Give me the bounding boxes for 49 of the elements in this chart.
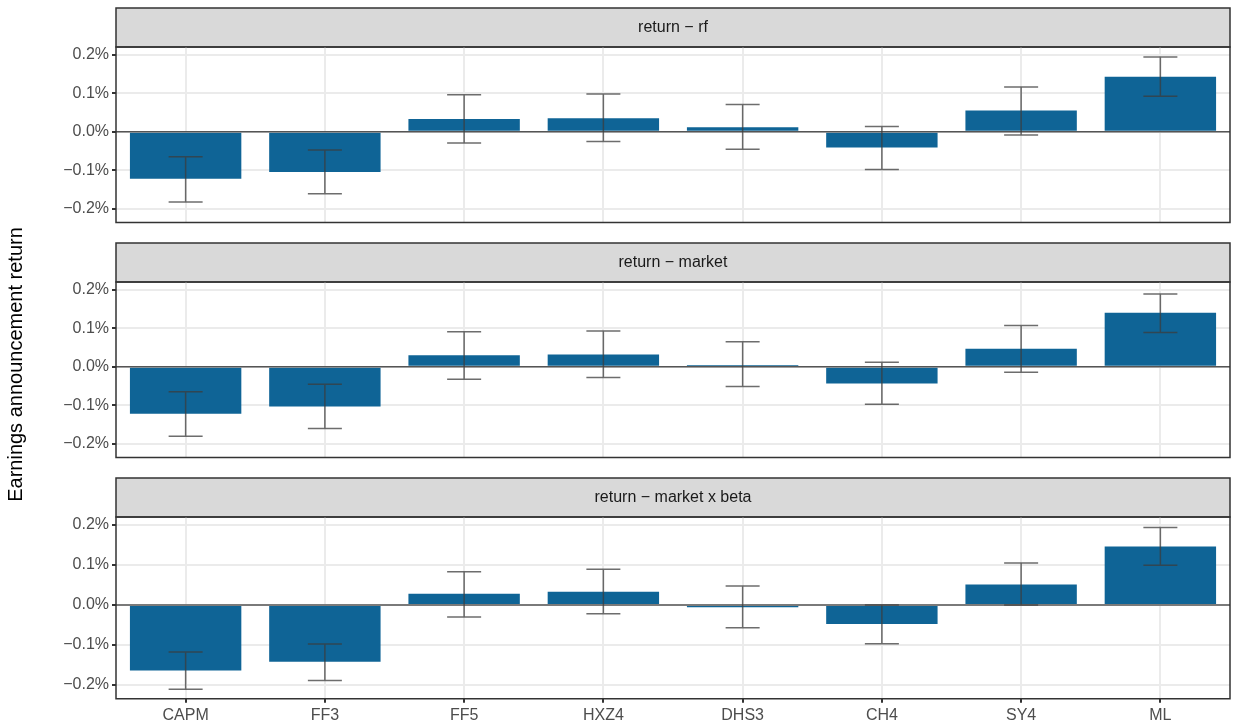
bar (408, 119, 520, 131)
bar (686, 127, 799, 131)
bar (129, 132, 242, 179)
x-tick-label: FF3 (310, 705, 340, 723)
y-tick-label: 0.0% (72, 595, 109, 613)
x-tick-label: ML (1149, 705, 1172, 723)
y-tick-label: −0.1% (63, 635, 109, 653)
y-axis-title: Earnings announcement return (3, 226, 27, 502)
bar (129, 605, 242, 671)
y-tick-label: −0.1% (63, 160, 109, 178)
bar (965, 110, 1077, 131)
x-tick-label: FF5 (449, 705, 479, 723)
x-tick-label: SY4 (1006, 705, 1037, 723)
bar (826, 132, 938, 148)
y-tick-label: 0.2% (72, 280, 109, 298)
y-tick-label: −0.2% (63, 199, 109, 217)
y-tick-label: −0.2% (63, 675, 109, 693)
bar (1104, 76, 1217, 131)
bar (547, 354, 660, 366)
y-tick-label: 0.1% (72, 318, 109, 336)
bar (826, 367, 938, 384)
y-tick-label: 0.2% (72, 45, 109, 63)
x-tick-label: HXZ4 (582, 705, 624, 723)
bar (408, 593, 520, 604)
bar (547, 591, 660, 604)
chart-title: return − market x beta (594, 487, 752, 505)
x-tick-label: CAPM (162, 705, 209, 723)
x-tick-label: CH4 (865, 705, 898, 723)
bar (965, 348, 1077, 366)
bar (1104, 546, 1217, 604)
y-tick-label: 0.0% (72, 357, 109, 375)
bar (826, 605, 938, 625)
y-tick-label: 0.1% (72, 83, 109, 101)
bar (965, 584, 1077, 604)
bar (1104, 312, 1217, 366)
y-tick-label: 0.0% (72, 122, 109, 140)
x-tick-label: DHS3 (721, 705, 765, 723)
bar (269, 605, 381, 662)
y-tick-label: −0.1% (63, 395, 109, 413)
y-tick-label: 0.2% (72, 515, 109, 533)
bar (408, 355, 520, 366)
bar (269, 132, 381, 172)
chart-title: return − market (618, 252, 729, 270)
bar (129, 367, 242, 414)
bar (269, 367, 381, 407)
y-tick-label: 0.1% (72, 555, 109, 573)
chart-title: return − rf (638, 17, 709, 35)
bar (547, 118, 660, 131)
y-tick-label: −0.2% (63, 434, 109, 452)
